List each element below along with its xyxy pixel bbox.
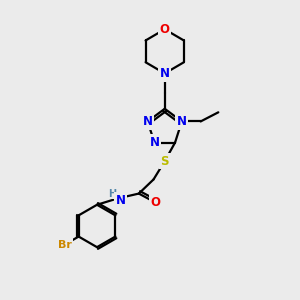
Text: N: N [116, 194, 126, 207]
Text: O: O [150, 196, 160, 209]
Text: N: N [177, 115, 187, 128]
Text: N: N [149, 136, 159, 149]
Text: Br: Br [58, 240, 72, 250]
Text: O: O [160, 23, 170, 36]
Text: N: N [142, 115, 153, 128]
Text: N: N [160, 67, 170, 80]
Text: S: S [160, 155, 169, 168]
Text: H: H [108, 189, 116, 199]
